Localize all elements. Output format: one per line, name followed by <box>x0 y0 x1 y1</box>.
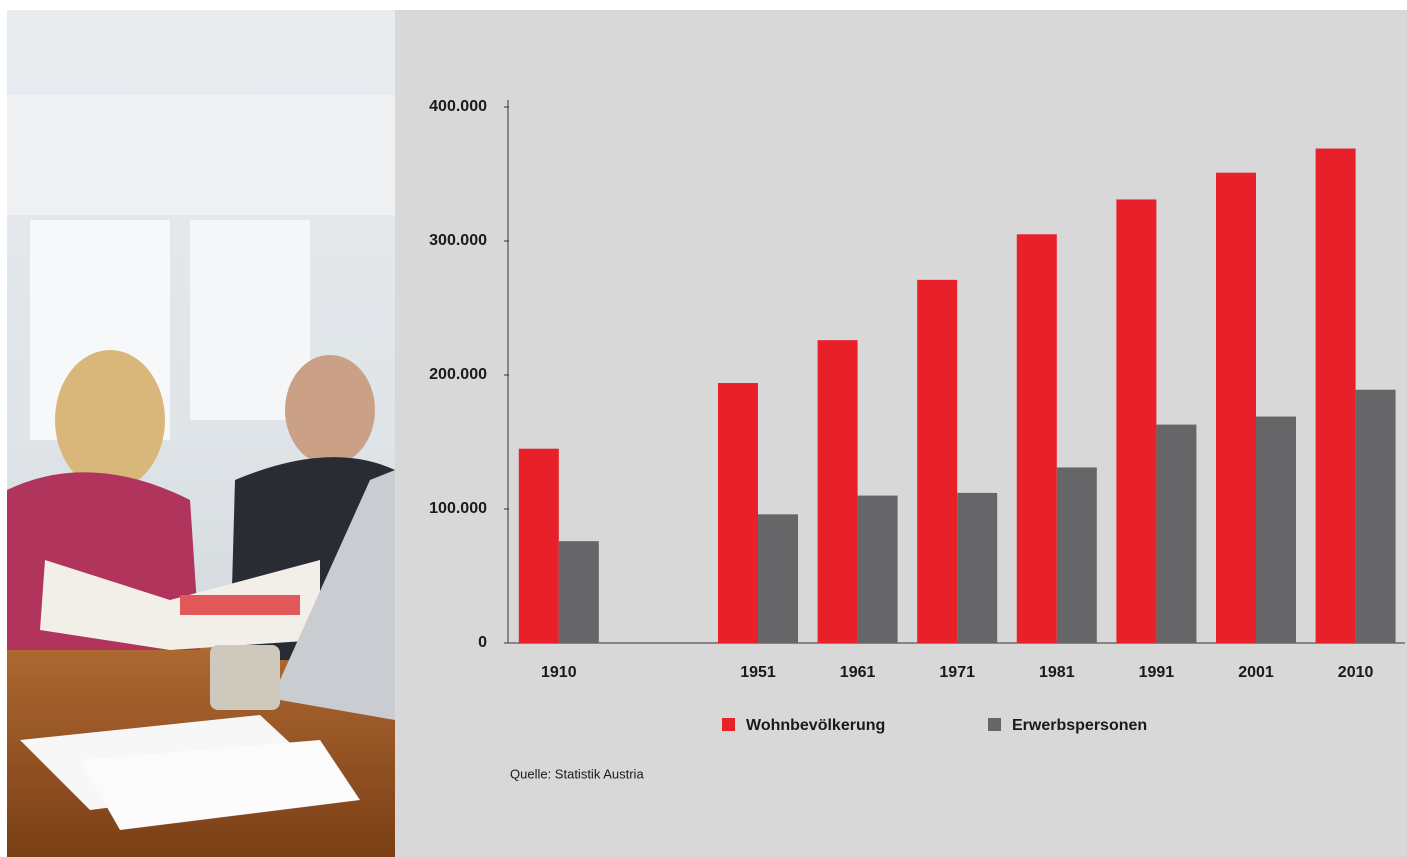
y-tick-label: 400.000 <box>429 98 487 115</box>
bar <box>1256 417 1296 643</box>
legend-label: Erwerbspersonen <box>1012 717 1147 734</box>
legend-swatch <box>722 718 735 731</box>
y-tick-label: 200.000 <box>429 366 487 383</box>
y-tick-label: 300.000 <box>429 232 487 249</box>
bar <box>858 496 898 643</box>
legend-label: Wohnbevölkerung <box>746 717 885 734</box>
x-tick-label: 1951 <box>740 664 776 681</box>
y-tick-label: 100.000 <box>429 500 487 517</box>
y-tick-label: 0 <box>478 634 487 651</box>
x-tick-label: 1971 <box>939 664 975 681</box>
bar <box>559 541 599 643</box>
bar <box>519 449 559 643</box>
legend-swatch <box>988 718 1001 731</box>
source-note: Quelle: Statistik Austria <box>510 766 644 781</box>
photo <box>7 10 395 857</box>
bar <box>718 383 758 643</box>
bar <box>1216 173 1256 643</box>
bar <box>758 514 798 643</box>
bar <box>818 340 858 643</box>
bar <box>1156 425 1196 643</box>
page: 0 100.000 200.000 300.000 400.000 1910 1951 196… <box>0 0 1407 857</box>
x-tick-label: 2010 <box>1338 664 1374 681</box>
bar <box>957 493 997 643</box>
x-tick-label: 1981 <box>1039 664 1075 681</box>
bar <box>1057 467 1097 643</box>
x-tick-label: 1991 <box>1139 664 1175 681</box>
bar <box>1316 149 1356 643</box>
bar <box>1116 199 1156 643</box>
x-tick-label: 1961 <box>840 664 876 681</box>
x-tick-label: 1910 <box>541 664 577 681</box>
bar <box>917 280 957 643</box>
x-tick-label: 2001 <box>1238 664 1274 681</box>
bar <box>1017 234 1057 643</box>
bar <box>1356 390 1396 643</box>
